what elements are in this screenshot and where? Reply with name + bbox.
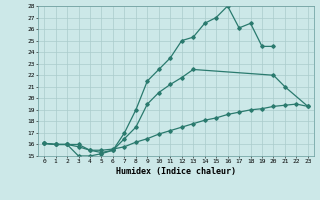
X-axis label: Humidex (Indice chaleur): Humidex (Indice chaleur) — [116, 167, 236, 176]
